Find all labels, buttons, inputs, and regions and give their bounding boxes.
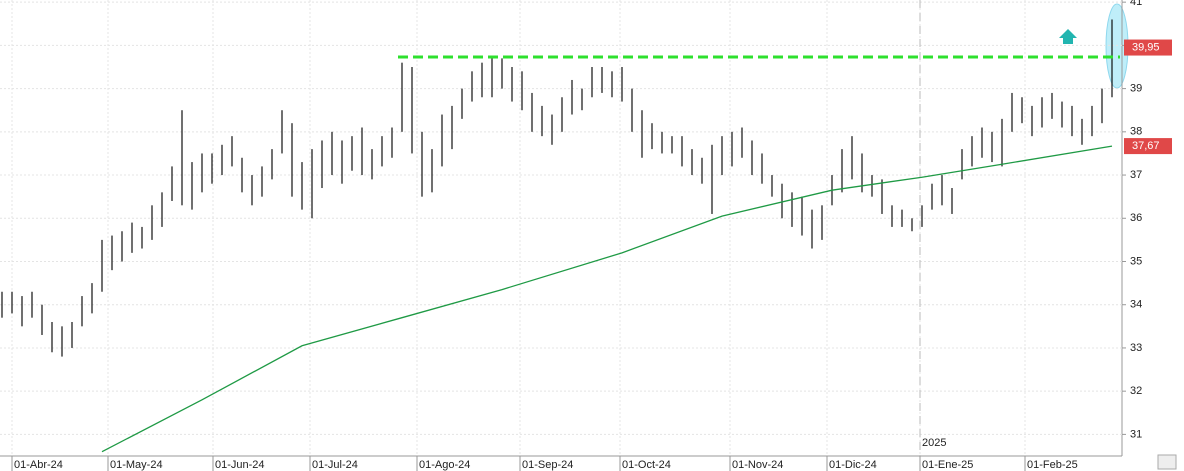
price-tag-label: 39,95 (1132, 41, 1160, 53)
year-label: 2025 (922, 437, 946, 449)
y-tick-label: 32 (1130, 385, 1142, 397)
y-tick-label: 34 (1130, 299, 1142, 311)
x-tick-label: 01-Abr-24 (14, 459, 63, 471)
y-tick-label: 37 (1130, 169, 1142, 181)
x-tick-label: 01-Jun-24 (215, 459, 265, 471)
y-tick-label: 31 (1130, 428, 1142, 440)
x-tick-label: 01-Nov-24 (732, 459, 783, 471)
y-tick-label: 35 (1130, 255, 1142, 267)
y-tick-label: 36 (1130, 212, 1142, 224)
y-tick-label: 39 (1130, 83, 1142, 95)
x-tick-label: 01-Ene-25 (922, 459, 973, 471)
y-tick-label: 38 (1130, 126, 1142, 138)
y-tick-label: 33 (1130, 342, 1142, 354)
x-tick-label: 01-Dic-24 (829, 459, 877, 471)
moving-average (101, 145, 1113, 453)
x-tick-label: 01-May-24 (110, 459, 163, 471)
corner-button[interactable] (1157, 454, 1177, 470)
price-tag (1124, 39, 1172, 56)
y-tick-label: 41 (1130, 0, 1142, 8)
price-tag (1124, 138, 1172, 155)
price-tag-label: 37,67 (1132, 140, 1160, 152)
x-tick-label: 01-Oct-24 (622, 459, 671, 471)
x-tick-label: 01-Sep-24 (522, 459, 573, 471)
up-arrow (1059, 29, 1077, 44)
x-tick-label: 01-Jul-24 (312, 459, 358, 471)
x-tick-label: 01-Feb-25 (1027, 459, 1078, 471)
x-tick-label: 01-Ago-24 (419, 459, 470, 471)
